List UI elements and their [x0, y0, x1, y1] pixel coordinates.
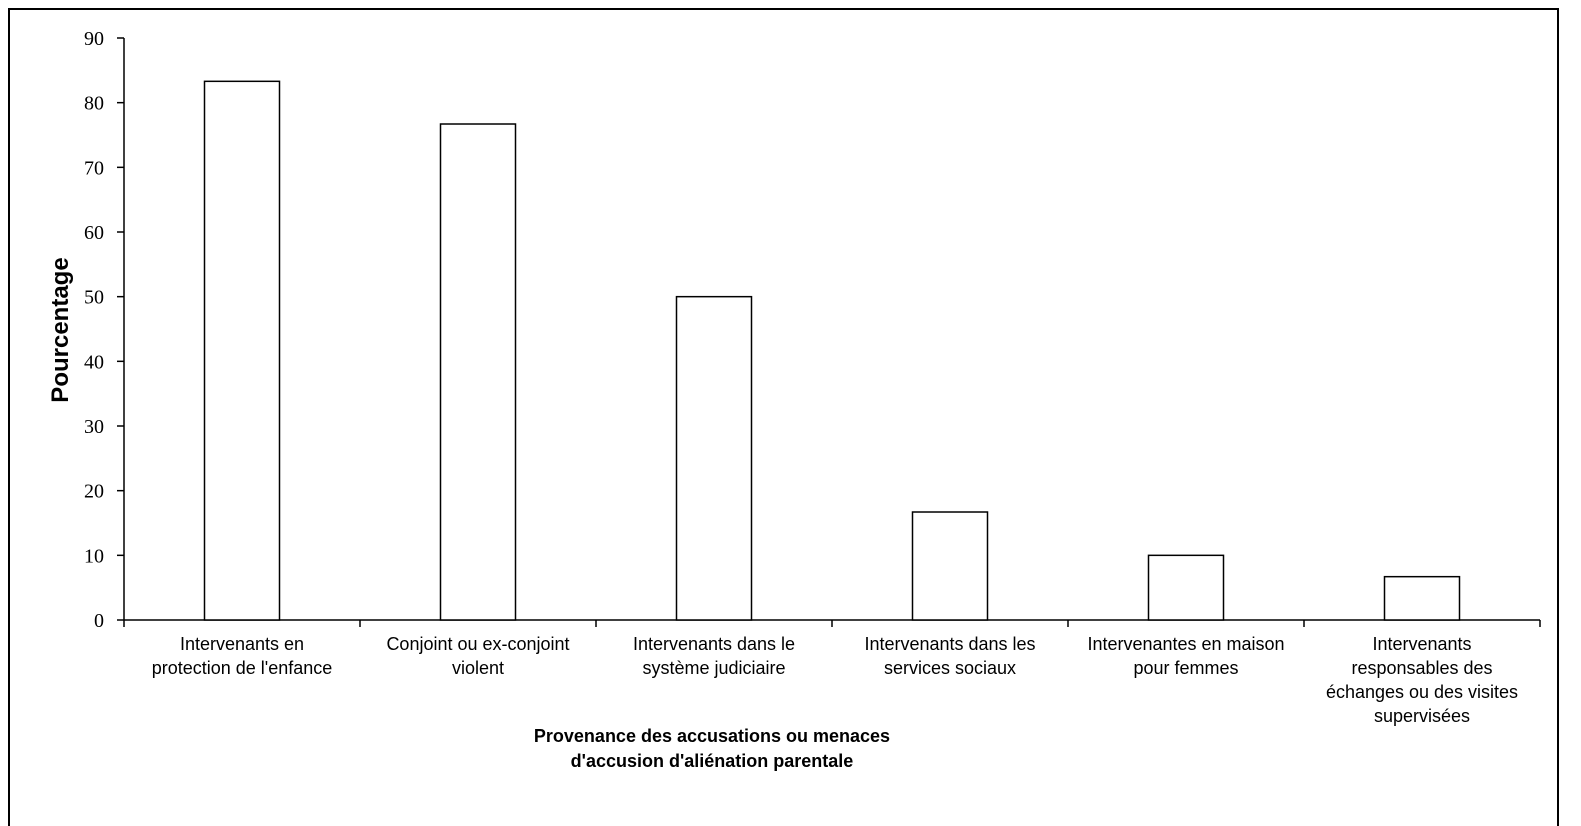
category-label: Intervenants responsables des échanges ou …: [1326, 634, 1518, 726]
y-tick-label: 20: [84, 481, 104, 503]
bar: [911, 511, 989, 621]
bar: [675, 295, 753, 621]
bars: [203, 80, 1461, 621]
bar: [439, 123, 517, 621]
category-label: Intervenants en protection de l'enfance: [152, 634, 333, 678]
category-label: Intervenants dans les services sociaux: [864, 634, 1035, 678]
category-label: Intervenantes en maison pour femmes: [1087, 634, 1284, 678]
y-tick-label: 60: [84, 222, 104, 244]
bar: [203, 80, 281, 621]
y-axis: 0 10 20 30 40 50 60 70 80 90: [84, 28, 125, 632]
x-axis: Intervenants en protection de l'enfance Co…: [123, 619, 1541, 726]
bar: [1383, 575, 1461, 621]
y-tick-label: 40: [84, 351, 104, 373]
y-axis-title: Pourcentage: [47, 257, 74, 402]
y-tick-label: 90: [84, 28, 104, 50]
y-tick-label: 80: [84, 93, 104, 115]
y-tick-label: 50: [84, 287, 104, 309]
y-tick-label: 10: [84, 545, 104, 567]
y-tick-label: 30: [84, 416, 104, 438]
y-tick-label: 70: [84, 157, 104, 179]
bar: [1147, 554, 1225, 621]
category-label: Conjoint ou ex-conjoint violent: [386, 634, 569, 678]
category-label: Intervenants dans le système judiciaire: [633, 634, 795, 678]
x-axis-title: Provenance des accusations ou menaces d'a…: [534, 726, 890, 771]
y-tick-label: 0: [94, 610, 104, 632]
